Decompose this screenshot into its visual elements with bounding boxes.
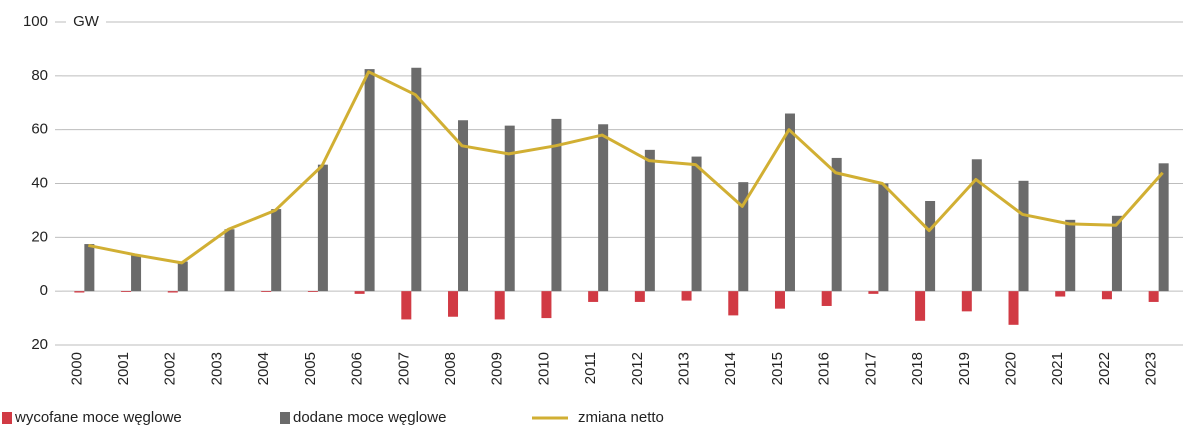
- bar: [121, 291, 132, 292]
- bar: [504, 125, 515, 292]
- bar: [458, 120, 469, 292]
- x-tick-label: 2013: [676, 352, 693, 385]
- bar: [681, 291, 692, 301]
- x-tick-label: 2008: [442, 352, 459, 385]
- bar: [868, 291, 879, 294]
- bar: [411, 67, 422, 292]
- x-tick-label: 2017: [862, 352, 879, 385]
- line: [88, 70, 1164, 265]
- y-tick-label: 0: [40, 282, 48, 299]
- x-tick-label: 2002: [162, 352, 179, 385]
- bar: [74, 291, 85, 293]
- x-tick-label: 2005: [302, 352, 319, 385]
- bar: [878, 183, 889, 292]
- bar: [1065, 219, 1076, 292]
- bar: [401, 291, 412, 320]
- bar: [925, 200, 936, 292]
- y-tick-label: 80: [31, 67, 48, 84]
- bar: [634, 291, 645, 302]
- x-tick-label: 2019: [956, 352, 973, 385]
- legend-swatch: [280, 412, 290, 424]
- bar: [831, 157, 842, 292]
- bar: [541, 291, 552, 319]
- legend-swatch: [2, 412, 12, 424]
- bar: [774, 291, 785, 309]
- bar: [728, 291, 739, 316]
- y-tick-label: 100: [23, 13, 48, 30]
- x-tick-label: 2000: [68, 352, 85, 385]
- bar: [971, 159, 982, 292]
- bar: [354, 291, 365, 294]
- y-label-bg: [66, 12, 106, 32]
- x-tick-label: 2016: [816, 352, 833, 385]
- bar: [167, 291, 178, 293]
- bar: [644, 149, 655, 292]
- x-tick-label: 2004: [255, 352, 272, 385]
- bar: [271, 209, 282, 292]
- x-tick-label: 2014: [722, 352, 739, 385]
- x-tick-label: 2015: [769, 352, 786, 385]
- bar: [177, 261, 188, 292]
- x-tick-label: 2006: [349, 352, 366, 385]
- legend-label: dodane moce węglowe: [293, 409, 446, 426]
- y-tick-label: 40: [31, 174, 48, 191]
- y-tick-label: 60: [31, 121, 48, 138]
- y-tick-label: 20: [31, 228, 48, 245]
- x-tick-label: 2021: [1049, 352, 1066, 385]
- bar: [364, 69, 375, 292]
- x-tick-label: 2011: [582, 352, 599, 384]
- x-tick-label: 2007: [395, 352, 412, 385]
- x-tick-label: 2003: [208, 352, 225, 385]
- bar: [784, 113, 795, 292]
- bar: [261, 291, 272, 292]
- bar: [821, 291, 832, 306]
- x-tick-label: 2009: [489, 352, 506, 385]
- x-tick-label: 2022: [1096, 352, 1113, 385]
- x-tick-label: 2012: [629, 352, 646, 385]
- bar: [738, 182, 749, 292]
- bar: [494, 291, 505, 320]
- bar: [448, 291, 459, 317]
- legend-label: zmiana netto: [578, 409, 664, 426]
- bar: [691, 156, 702, 292]
- bar: [1018, 180, 1029, 292]
- bar: [307, 291, 318, 292]
- bar: [915, 291, 926, 321]
- y-tick-label: 20: [31, 336, 48, 353]
- bar: [1158, 163, 1169, 292]
- bar: [588, 291, 599, 302]
- bar: [84, 244, 95, 292]
- bar: [1008, 291, 1019, 325]
- bar: [1101, 291, 1112, 300]
- x-tick-label: 2010: [535, 352, 552, 385]
- bar: [317, 164, 328, 292]
- bar: [598, 124, 609, 292]
- bar: [131, 254, 142, 292]
- bar: [1148, 291, 1159, 302]
- y-axis-label: GW: [73, 13, 100, 30]
- x-tick-label: 2018: [909, 352, 926, 385]
- x-tick-label: 2001: [115, 352, 132, 385]
- bar: [961, 291, 972, 312]
- bar: [551, 118, 562, 292]
- legend-label: wycofane moce węglowe: [14, 409, 182, 426]
- bar: [1111, 215, 1122, 292]
- x-tick-label: 2023: [1143, 352, 1160, 385]
- bar: [1055, 291, 1066, 297]
- bar: [224, 229, 235, 292]
- x-tick-label: 2020: [1002, 352, 1019, 385]
